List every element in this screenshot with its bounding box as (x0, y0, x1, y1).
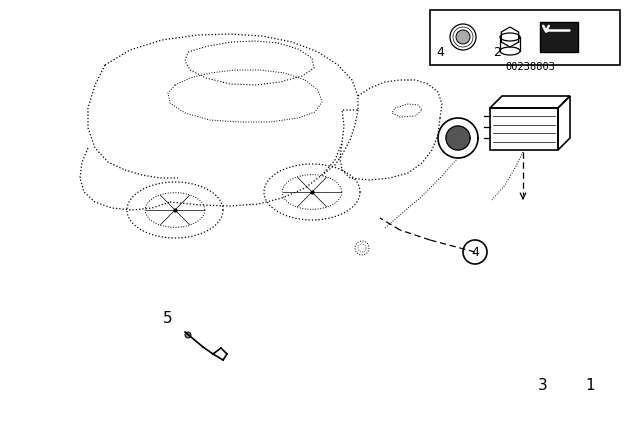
Text: 4: 4 (471, 246, 479, 258)
Circle shape (456, 30, 470, 44)
Bar (430, 10, 620, 65)
Text: 1: 1 (585, 378, 595, 392)
Bar (540, 22, 578, 52)
Polygon shape (446, 126, 470, 150)
Text: 3: 3 (538, 378, 548, 392)
Text: 2: 2 (493, 46, 501, 59)
Text: 4: 4 (436, 46, 444, 59)
Circle shape (185, 332, 191, 338)
Text: 00238803: 00238803 (505, 62, 555, 72)
Text: 5: 5 (163, 310, 173, 326)
